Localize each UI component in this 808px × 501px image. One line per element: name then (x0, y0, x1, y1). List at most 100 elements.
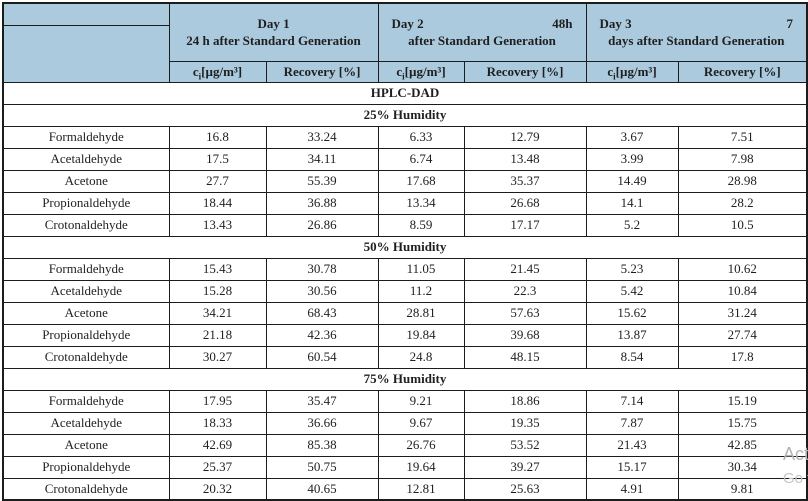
value-cell: 21.45 (463, 257, 587, 281)
day1-title-line: Day 1 (172, 15, 376, 32)
value-cell: 15.19 (677, 389, 808, 413)
day1-concentration-header: ci[µg/m³] (168, 60, 267, 83)
value-cell: 26.68 (463, 191, 587, 215)
compound-cell: Propionaldehyde (2, 323, 170, 347)
section-row: 25% Humidity (2, 103, 808, 127)
value-cell: 26.76 (377, 433, 465, 457)
table-row: Propionaldehyde 21.18 42.36 19.84 39.68 … (2, 323, 808, 347)
value-cell: 28.2 (677, 191, 808, 215)
value-cell: 15.43 (168, 257, 267, 281)
value-cell: 6.74 (377, 147, 465, 171)
table-row: Acetaldehyde 17.5 34.11 6.74 13.48 3.99 … (2, 147, 808, 171)
value-cell: 42.69 (168, 433, 267, 457)
value-cell: 28.81 (377, 301, 465, 325)
compound-cell: Formaldehyde (2, 125, 170, 149)
value-cell: 50.75 (265, 455, 379, 479)
value-cell: 31.24 (677, 301, 808, 325)
value-cell: 15.28 (168, 279, 267, 303)
day2-title-right: 48h (552, 16, 573, 32)
value-cell: 30.78 (265, 257, 379, 281)
value-cell: 35.37 (463, 169, 587, 193)
value-cell: 24.8 (377, 345, 465, 369)
compound-cell: Propionaldehyde (2, 191, 170, 215)
value-cell: 14.49 (585, 169, 679, 193)
value-cell: 10.5 (677, 213, 808, 237)
value-cell: 10.62 (677, 257, 808, 281)
value-cell: 34.21 (168, 301, 267, 325)
table-row: Acetone 42.69 85.38 26.76 53.52 21.43 42… (2, 433, 808, 457)
value-cell: 10.84 (677, 279, 808, 303)
corner-cell-bottom (2, 24, 170, 83)
value-cell: 22.3 (463, 279, 587, 303)
value-cell: 19.84 (377, 323, 465, 347)
value-cell: 60.54 (265, 345, 379, 369)
conc-subscript: i (198, 71, 202, 82)
value-cell: 53.52 (463, 433, 587, 457)
table-row: Acetaldehyde 15.28 30.56 11.2 22.3 5.42 … (2, 279, 808, 303)
conc-subscript: i (613, 71, 616, 82)
value-cell: 35.47 (265, 389, 379, 413)
value-cell: 17.95 (168, 389, 267, 413)
day1-subtitle: 24 h after Standard Generation (186, 33, 361, 49)
conc-unit: [µg/m³] (201, 63, 243, 79)
value-cell: 18.33 (168, 411, 267, 435)
day2-title-line: Day 2 48h (381, 15, 584, 32)
value-cell: 17.8 (677, 345, 808, 369)
day1-title: Day 1 (257, 16, 290, 32)
compound-cell: Crotonaldehyde (2, 345, 170, 369)
compound-cell: Propionaldehyde (2, 455, 170, 479)
value-cell: 9.81 (677, 477, 808, 501)
value-cell: 19.35 (463, 411, 587, 435)
value-cell: 6.33 (377, 125, 465, 149)
section-label: 75% Humidity (2, 367, 808, 391)
day2-recovery-header: Recovery [%] (463, 60, 587, 83)
method-label: HPLC-DAD (2, 81, 808, 105)
value-cell: 30.27 (168, 345, 267, 369)
value-cell: 13.34 (377, 191, 465, 215)
value-cell: 5.23 (585, 257, 679, 281)
compound-cell: Crotonaldehyde (2, 213, 170, 237)
value-cell: 25.63 (463, 477, 587, 501)
value-cell: 27.74 (677, 323, 808, 347)
day2-header: Day 2 48h after Standard Generation (377, 2, 587, 62)
conc-symbol: c (396, 63, 403, 79)
day2-title: Day 2 (391, 16, 424, 32)
table-row: Propionaldehyde 18.44 36.88 13.34 26.68 … (2, 191, 808, 215)
day3-recovery-header: Recovery [%] (677, 60, 808, 83)
value-cell: 30.56 (265, 279, 379, 303)
compound-cell: Formaldehyde (2, 389, 170, 413)
table-row: Crotonaldehyde 13.43 26.86 8.59 17.17 5.… (2, 213, 808, 237)
value-cell: 3.99 (585, 147, 679, 171)
section-row: 75% Humidity (2, 367, 808, 391)
value-cell: 5.2 (585, 213, 679, 237)
table-row: Acetone 27.7 55.39 17.68 35.37 14.49 28.… (2, 169, 808, 193)
value-cell: 39.68 (463, 323, 587, 347)
value-cell: 33.24 (265, 125, 379, 149)
value-cell: 26.86 (265, 213, 379, 237)
value-cell: 36.66 (265, 411, 379, 435)
value-cell: 5.42 (585, 279, 679, 303)
value-cell: 12.79 (463, 125, 587, 149)
day1-recovery-header: Recovery [%] (265, 60, 379, 83)
compound-cell: Acetone (2, 169, 170, 193)
conc-unit: [µg/m³] (404, 63, 446, 79)
value-cell: 19.64 (377, 455, 465, 479)
value-cell: 85.38 (265, 433, 379, 457)
value-cell: 27.7 (168, 169, 267, 193)
value-cell: 42.85 (677, 433, 808, 457)
value-cell: 7.98 (677, 147, 808, 171)
value-cell: 15.62 (585, 301, 679, 325)
value-cell: 7.87 (585, 411, 679, 435)
day2-concentration-header: ci[µg/m³] (377, 60, 465, 83)
day3-subtitle: days after Standard Generation (608, 33, 785, 49)
value-cell: 39.27 (463, 455, 587, 479)
value-cell: 7.51 (677, 125, 808, 149)
day3-header: Day 3 7 days after Standard Generation (585, 2, 808, 62)
corner-cell-top (2, 2, 170, 26)
value-cell: 25.37 (168, 455, 267, 479)
value-cell: 17.68 (377, 169, 465, 193)
value-cell: 15.17 (585, 455, 679, 479)
value-cell: 7.14 (585, 389, 679, 413)
table-row: Formaldehyde 16.8 33.24 6.33 12.79 3.67 … (2, 125, 808, 149)
table-row: Acetone 34.21 68.43 28.81 57.63 15.62 31… (2, 301, 808, 325)
